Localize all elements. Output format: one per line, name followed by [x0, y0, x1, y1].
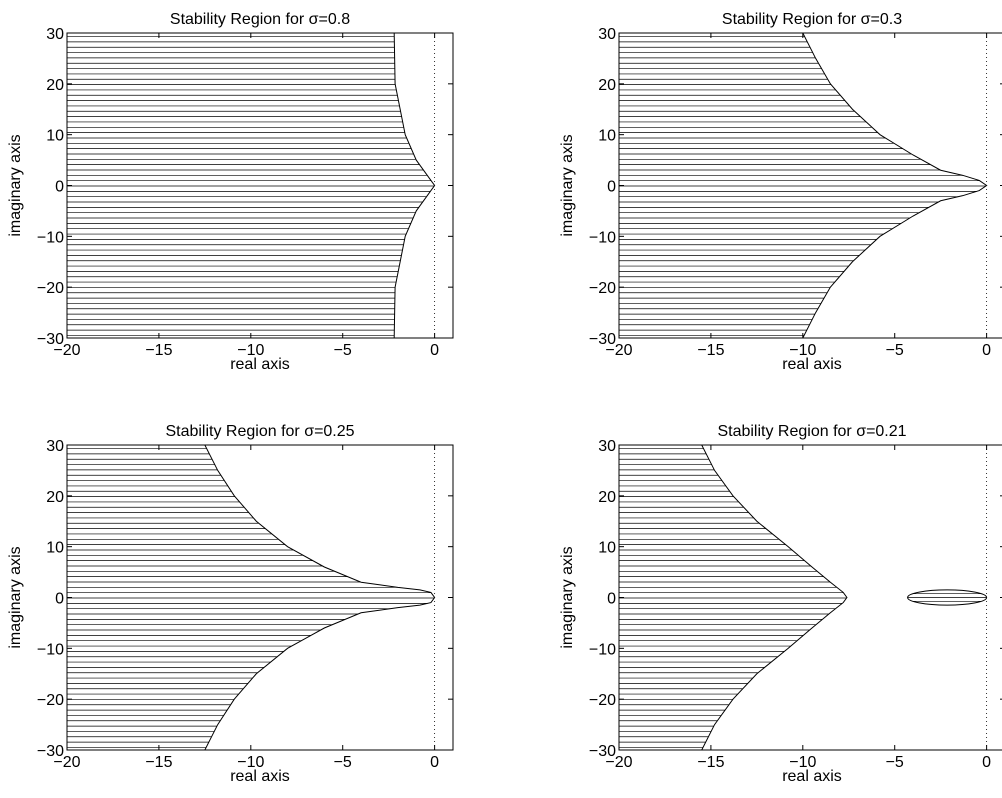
- y-tick-label: −20: [37, 280, 64, 297]
- y-axis-label: imaginary axis: [559, 546, 576, 648]
- x-tick-label: 0: [430, 754, 439, 771]
- chart-title: Stability Region for σ=0.21: [717, 423, 906, 440]
- y-tick-label: −30: [589, 331, 616, 348]
- stability-region-hatch: [67, 445, 436, 750]
- y-tick-label: 10: [46, 540, 64, 557]
- y-tick-label: −30: [589, 743, 616, 760]
- y-tick-label: 0: [55, 591, 64, 608]
- y-tick-label: 20: [598, 489, 616, 506]
- y-tick-label: 0: [55, 179, 64, 196]
- chart-title: Stability Region for σ=0.3: [722, 11, 902, 28]
- y-axis-label: imaginary axis: [7, 546, 24, 648]
- x-axis-label: real axis: [230, 768, 290, 785]
- y-tick-label: −10: [589, 641, 616, 658]
- x-tick-label: −5: [334, 342, 352, 359]
- x-tick-label: −20: [605, 754, 632, 771]
- y-tick-label: −20: [589, 280, 616, 297]
- chart-title: Stability Region for σ=0.25: [165, 423, 354, 440]
- y-tick-label: 20: [46, 489, 64, 506]
- x-tick-label: −15: [697, 754, 724, 771]
- x-tick-label: −20: [605, 342, 632, 359]
- y-tick-label: 10: [598, 128, 616, 145]
- y-tick-label: 30: [46, 26, 64, 43]
- x-tick-label: −20: [53, 342, 80, 359]
- y-tick-label: 0: [607, 179, 616, 196]
- x-tick-label: 0: [430, 342, 439, 359]
- x-tick-label: −5: [334, 754, 352, 771]
- x-axis-label: real axis: [230, 356, 290, 373]
- x-axis-label: real axis: [782, 768, 842, 785]
- stability-region-hatch: [619, 445, 988, 750]
- stability-boundary: [701, 445, 848, 750]
- x-tick-label: 0: [982, 342, 991, 359]
- y-tick-label: −30: [37, 743, 64, 760]
- x-tick-label: −15: [145, 342, 172, 359]
- y-tick-label: 30: [46, 438, 64, 455]
- y-tick-label: 10: [598, 540, 616, 557]
- stability-region-hatch: [619, 33, 988, 338]
- x-tick-label: −10: [237, 342, 264, 359]
- y-axis-label: imaginary axis: [7, 134, 24, 236]
- y-tick-label: −10: [589, 229, 616, 246]
- y-tick-label: 30: [598, 26, 616, 43]
- y-tick-label: 0: [607, 591, 616, 608]
- y-tick-label: −10: [37, 229, 64, 246]
- y-tick-label: −30: [37, 331, 64, 348]
- x-tick-label: 0: [982, 754, 991, 771]
- chart-title: Stability Region for σ=0.8: [170, 11, 350, 28]
- y-tick-label: 20: [598, 77, 616, 94]
- y-tick-label: −20: [37, 692, 64, 709]
- x-tick-label: −20: [53, 754, 80, 771]
- y-tick-label: 10: [46, 128, 64, 145]
- y-tick-label: 20: [46, 77, 64, 94]
- y-tick-label: −20: [589, 692, 616, 709]
- stability-region-hatch: [67, 33, 436, 338]
- x-tick-label: −10: [789, 342, 816, 359]
- x-tick-label: −5: [886, 754, 904, 771]
- x-axis-label: real axis: [782, 356, 842, 373]
- x-tick-label: −10: [789, 754, 816, 771]
- y-tick-label: −10: [37, 641, 64, 658]
- y-axis-label: imaginary axis: [559, 134, 576, 236]
- y-tick-label: 30: [598, 438, 616, 455]
- x-tick-label: −5: [886, 342, 904, 359]
- x-tick-label: −15: [697, 342, 724, 359]
- x-tick-label: −10: [237, 754, 264, 771]
- x-tick-label: −15: [145, 754, 172, 771]
